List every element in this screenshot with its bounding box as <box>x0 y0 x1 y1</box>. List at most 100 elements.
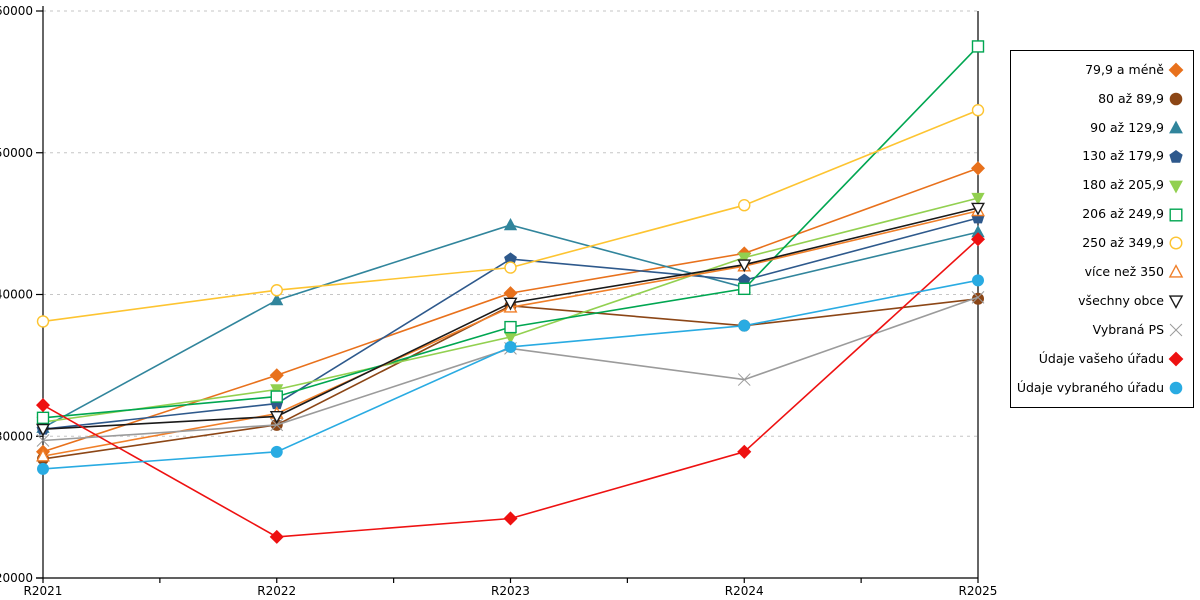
legend-item-label: 130 až 179,9 <box>1082 148 1164 164</box>
diamond-marker-icon <box>737 444 752 459</box>
legend-item: 180 až 205,9 <box>1020 178 1184 194</box>
series--daje-va-eho-adu <box>35 232 986 544</box>
legend-triangle-down-icon <box>1169 180 1183 194</box>
legend-item-label: 250 až 349,9 <box>1082 235 1164 251</box>
circle-marker-icon <box>504 340 517 353</box>
legend-item-label: 180 až 205,9 <box>1082 177 1164 193</box>
square-marker-icon <box>270 390 283 403</box>
x-marker-icon <box>1169 323 1183 337</box>
triangle-down-marker-icon <box>737 252 751 265</box>
triangle-down-marker-icon <box>971 202 985 216</box>
legend-item: více než 350 <box>1020 264 1184 280</box>
triangle-down-marker-icon <box>971 192 985 206</box>
legend-item-label: všechny obce <box>1078 293 1164 308</box>
triangle-up-marker-icon <box>1169 120 1183 134</box>
diamond-marker-icon <box>269 529 284 544</box>
triangle-up-marker-icon <box>36 448 50 462</box>
diamond-marker-icon <box>35 397 51 413</box>
triangle-up-marker-icon <box>503 217 518 231</box>
x-marker-icon <box>737 373 751 386</box>
triangle-down-marker-icon <box>503 297 518 311</box>
legend-pentagon-icon <box>1169 149 1183 163</box>
legend-triangle-down-icon <box>1168 295 1184 310</box>
series-80-a-89-9 <box>37 292 984 465</box>
circle-marker-icon <box>1169 92 1183 106</box>
x-marker-icon <box>971 290 985 304</box>
legend-item: Údaje vybraného úřadu <box>1017 380 1184 396</box>
circle-marker-icon <box>37 462 49 475</box>
legend-item-label: Vybraná PS <box>1092 321 1164 337</box>
circle-marker-icon <box>971 104 985 117</box>
triangle-down-marker-icon <box>270 384 284 397</box>
x-axis-tick-label: R2024 <box>725 584 764 598</box>
diamond-marker-icon <box>1168 62 1184 78</box>
circle-marker-icon <box>1169 381 1183 395</box>
diamond-marker-icon <box>269 368 284 383</box>
legend-item-label: Údaje vašeho úřadu <box>1038 350 1164 366</box>
legend-item: 79,9 a méně <box>1020 62 1184 78</box>
circle-marker-icon <box>738 319 751 332</box>
series--daje-vybran-ho-adu <box>37 274 984 475</box>
y-axis-tick-label: 50000 <box>0 146 33 160</box>
circle-marker-icon <box>270 445 283 458</box>
triangle-up-marker-icon <box>1168 264 1184 278</box>
legend-triangle-up-icon <box>1169 120 1183 134</box>
legend-item: 80 až 89,9 <box>1020 91 1184 107</box>
x-axis-tick-label: R2021 <box>24 584 63 598</box>
series-line <box>42 45 979 419</box>
x-axis-tick-label: R2025 <box>959 584 998 598</box>
y-axis-tick-label: 60000 <box>0 4 33 18</box>
x-axis-tick-label: R2022 <box>257 584 296 598</box>
legend-item-label: více než 350 <box>1084 264 1164 280</box>
legend-diamond-icon <box>1168 351 1184 367</box>
diamond-marker-icon <box>970 161 986 176</box>
legend-item-label: 206 až 249,9 <box>1082 206 1164 222</box>
legend-item: 130 až 179,9 <box>1020 149 1184 165</box>
legend-circle-icon <box>1169 236 1183 250</box>
legend-circle-icon <box>1169 92 1183 106</box>
circle-marker-icon <box>1169 236 1183 250</box>
legend-item: 206 až 249,9 <box>1020 207 1184 223</box>
triangle-up-marker-icon <box>270 293 284 306</box>
series-line <box>42 296 979 442</box>
legend-item-label: 79,9 a méně <box>1085 61 1164 77</box>
series-206-a-249-9 <box>36 40 985 425</box>
x-marker-icon <box>36 434 50 447</box>
series-line <box>42 238 979 538</box>
square-marker-icon <box>971 40 985 53</box>
square-marker-icon <box>1169 208 1183 222</box>
legend-item-label: 90 až 129,9 <box>1090 119 1164 135</box>
triangle-down-marker-icon <box>737 259 752 273</box>
x-marker-icon <box>270 418 284 432</box>
legend-x-icon <box>1169 323 1183 337</box>
legend-item: 250 až 349,9 <box>1020 235 1184 251</box>
circle-marker-icon <box>738 198 751 212</box>
circle-marker-icon <box>972 274 984 287</box>
diamond-marker-icon <box>503 511 518 526</box>
legend-circle-icon <box>1169 381 1183 395</box>
square-marker-icon <box>738 282 751 296</box>
diamond-marker-icon <box>503 286 518 301</box>
legend-triangle-up-icon <box>1168 264 1184 278</box>
y-axis-tick-label: 30000 <box>0 429 33 443</box>
legend-item: Vybraná PS <box>1020 322 1184 338</box>
diamond-marker-icon <box>970 232 986 247</box>
legend-item: Údaje vašeho úřadu <box>1020 351 1184 367</box>
series-line <box>42 207 979 430</box>
diamond-marker-icon <box>1168 351 1184 367</box>
series-v-echny-obce <box>36 202 985 437</box>
triangle-down-marker-icon <box>1168 295 1184 310</box>
x-axis-tick-label: R2023 <box>491 584 530 598</box>
legend-diamond-icon <box>1168 62 1184 78</box>
square-marker-icon <box>504 320 517 334</box>
y-axis-tick-label: 40000 <box>0 288 33 302</box>
triangle-down-marker-icon <box>269 411 284 424</box>
circle-marker-icon <box>270 284 283 297</box>
series-250-a-349-9 <box>36 104 985 328</box>
y-axis-tick-label: 20000 <box>0 571 33 585</box>
triangle-down-marker-icon <box>36 423 50 437</box>
chart-legend: 79,9 a méně 80 až 89,9 90 až 129,9 130 až 1… <box>1010 50 1194 408</box>
pentagon-marker-icon <box>1169 149 1183 163</box>
triangle-down-marker-icon <box>1169 180 1183 194</box>
